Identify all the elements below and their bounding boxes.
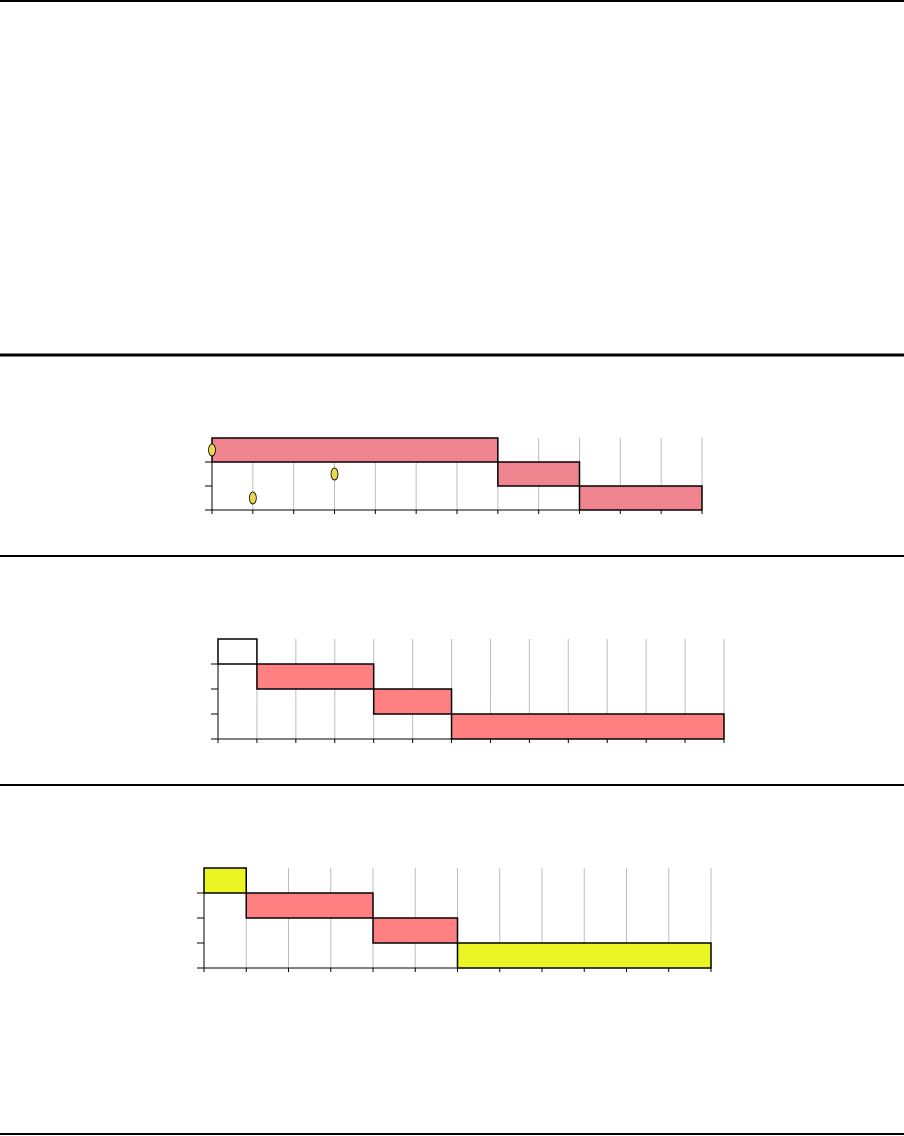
milestone	[330, 467, 339, 481]
task-bar	[497, 461, 581, 487]
milestone	[248, 491, 257, 505]
milestone	[208, 443, 216, 457]
task-bar	[372, 917, 459, 944]
task-bar	[245, 892, 374, 919]
task-bar	[578, 485, 703, 511]
task-bar	[372, 688, 453, 715]
task-bar	[456, 942, 712, 969]
task-bar	[211, 437, 499, 463]
task-bar	[450, 713, 725, 740]
task-bar	[217, 638, 258, 665]
task-bar	[203, 867, 247, 894]
task-bar	[256, 663, 375, 690]
